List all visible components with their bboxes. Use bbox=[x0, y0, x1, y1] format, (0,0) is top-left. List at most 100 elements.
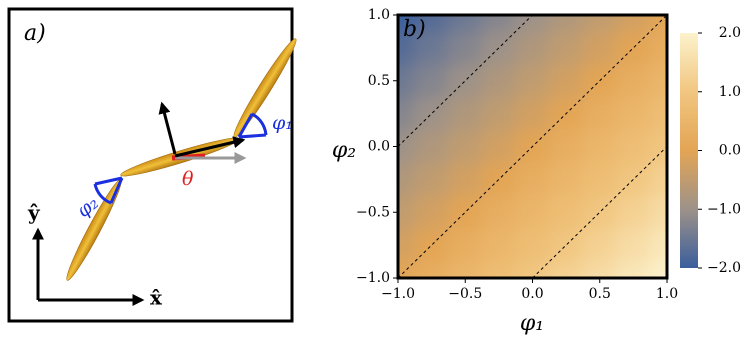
heat-cell bbox=[398, 96, 416, 131]
heat-cell bbox=[582, 162, 618, 197]
heat-cell bbox=[414, 30, 449, 65]
heat-cell bbox=[447, 261, 483, 278]
heat-cell bbox=[414, 129, 449, 164]
heat-cell bbox=[582, 96, 618, 131]
heat-cell bbox=[447, 228, 483, 263]
heat-cell bbox=[481, 129, 517, 164]
heat-cell bbox=[616, 261, 651, 278]
heat-cell bbox=[414, 261, 449, 278]
colorbar-tick-label: 0.0 bbox=[719, 143, 741, 159]
x-tick-label: −1.0 bbox=[381, 286, 415, 302]
phi2-wedge bbox=[93, 176, 124, 205]
heat-cell bbox=[548, 15, 584, 32]
phi1-label: φ₁ bbox=[272, 112, 293, 134]
heat-cell bbox=[414, 63, 449, 98]
colorbar-tick-label: 1.0 bbox=[719, 84, 741, 100]
heat-cell bbox=[582, 30, 618, 65]
heat-cell bbox=[447, 96, 483, 131]
heat-cell bbox=[481, 15, 517, 32]
heat-cell bbox=[582, 129, 618, 164]
theta-label: θ bbox=[182, 168, 194, 190]
contour-line bbox=[532, 146, 668, 279]
contour-line bbox=[397, 14, 533, 147]
panel-border bbox=[7, 7, 294, 323]
overlay bbox=[397, 14, 668, 279]
y-hat-label: ŷ bbox=[27, 201, 41, 225]
panel-a: a) φ₁ φ₂ θ ŷ x̂ bbox=[7, 7, 297, 323]
x-hat-label: x̂ bbox=[150, 286, 163, 310]
x-tick-label: 1.0 bbox=[656, 286, 678, 302]
heat-cell bbox=[515, 162, 550, 197]
heat-cell bbox=[582, 228, 618, 263]
heat-cell bbox=[515, 30, 550, 65]
heat-cell bbox=[398, 195, 416, 230]
phi1-wedge bbox=[237, 112, 268, 139]
heat-cell bbox=[447, 129, 483, 164]
heat-cell bbox=[582, 15, 618, 32]
heat-cell bbox=[649, 162, 667, 197]
colorbar-tick-label: −1.0 bbox=[707, 201, 741, 217]
contour-line bbox=[397, 14, 668, 279]
heat-cell bbox=[515, 63, 550, 98]
heat-cell bbox=[481, 96, 517, 131]
heat-cell bbox=[398, 63, 416, 98]
heat-cell bbox=[398, 228, 416, 263]
x-axis-label: φ₁ bbox=[520, 311, 544, 336]
colorbar bbox=[680, 33, 698, 268]
heat-cell bbox=[649, 261, 667, 278]
heat-cell bbox=[481, 195, 517, 230]
panel-label: a) bbox=[24, 21, 46, 46]
colorbar-tick-label: −2.0 bbox=[707, 260, 741, 276]
heat-cell bbox=[447, 63, 483, 98]
heat-cell bbox=[616, 63, 651, 98]
heat-cell bbox=[447, 162, 483, 197]
x-tick-label: −0.5 bbox=[448, 286, 482, 302]
heat-cell bbox=[548, 129, 584, 164]
heat-cell bbox=[616, 15, 651, 32]
panel-label: b) bbox=[403, 17, 426, 42]
normal-arrow bbox=[158, 101, 177, 155]
heat-cell bbox=[649, 195, 667, 230]
heat-cell bbox=[515, 261, 550, 278]
heat-cell bbox=[447, 195, 483, 230]
heat-cell bbox=[649, 129, 667, 164]
y-axis-label: φ₂ bbox=[332, 138, 356, 163]
heat-cell bbox=[414, 15, 449, 32]
heat-cell bbox=[398, 129, 416, 164]
heat-cell bbox=[398, 162, 416, 197]
y-tick-label: −0.5 bbox=[356, 204, 390, 220]
heat-cell bbox=[515, 96, 550, 131]
heat-cell bbox=[582, 195, 618, 230]
heat-cell bbox=[447, 15, 483, 32]
heatmap-clip bbox=[398, 15, 667, 278]
y-tick-label: 1.0 bbox=[368, 7, 390, 23]
heat-cell bbox=[447, 30, 483, 65]
heat-cell bbox=[481, 261, 517, 278]
axis-arrow bbox=[174, 136, 246, 158]
heat-cell bbox=[398, 30, 416, 65]
heat-cell bbox=[548, 261, 584, 278]
x-tick-label: 0.5 bbox=[589, 286, 611, 302]
heat-cell bbox=[414, 195, 449, 230]
y-tick-label: −1.0 bbox=[356, 270, 390, 286]
heat-cell bbox=[649, 96, 667, 131]
heat-cell bbox=[414, 162, 449, 197]
heat-cell bbox=[649, 228, 667, 263]
heat-cell bbox=[481, 228, 517, 263]
heat-cell bbox=[548, 30, 584, 65]
colorbar-tick-label: 2.0 bbox=[719, 25, 741, 41]
heat-cell bbox=[548, 63, 584, 98]
y-tick-label: 0.0 bbox=[368, 139, 390, 155]
heat-cell bbox=[582, 261, 618, 278]
heat-cell bbox=[548, 195, 584, 230]
y-tick-label: 0.5 bbox=[368, 73, 390, 89]
heat-cell bbox=[616, 129, 651, 164]
heat-cell bbox=[616, 195, 651, 230]
heat-cell bbox=[616, 96, 651, 131]
heat-cell bbox=[649, 63, 667, 98]
heat-cell bbox=[515, 15, 550, 32]
heat-cell bbox=[649, 15, 667, 32]
heat-cell bbox=[515, 228, 550, 263]
heat-cell bbox=[616, 228, 651, 263]
